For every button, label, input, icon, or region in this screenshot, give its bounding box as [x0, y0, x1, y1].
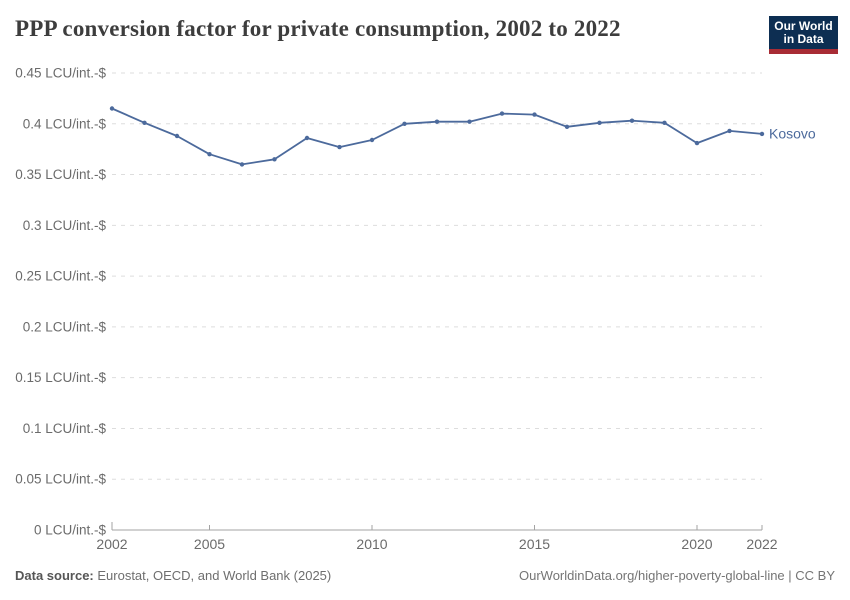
y-tick-label: 0.35 LCU/int.-$ [15, 167, 106, 182]
x-tick-label: 2002 [96, 536, 127, 552]
x-tick-label: 2010 [356, 536, 387, 552]
data-source-label: Data source: [15, 568, 94, 583]
y-tick-label: 0.25 LCU/int.-$ [15, 269, 106, 284]
data-point-marker [369, 137, 375, 143]
license-note: OurWorldinData.org/higher-poverty-global… [519, 568, 835, 583]
series-point-markers [109, 106, 765, 167]
data-point-marker [142, 120, 147, 126]
y-gridlines [112, 72, 762, 531]
y-tick-label: 0.4 LCU/int.-$ [23, 116, 107, 131]
y-tick-label: 0.45 LCU/int.-$ [15, 66, 106, 81]
x-tick-label: 2015 [519, 536, 550, 552]
data-point-marker [564, 124, 570, 129]
data-point-marker [207, 152, 212, 157]
data-point-marker [662, 120, 667, 126]
y-tick-label: 0.15 LCU/int.-$ [15, 370, 106, 385]
data-point-marker [239, 162, 245, 167]
x-tick-label: 2005 [194, 536, 225, 552]
data-point-marker [272, 157, 277, 162]
owid-logo-text-line1: Our World [774, 19, 833, 33]
data-source-note: Data source: Eurostat, OECD, and World B… [15, 568, 331, 583]
x-tick-label: 2022 [746, 536, 777, 552]
data-point-marker [402, 121, 407, 127]
line-chart-canvas: 0 LCU/int.-$ 0.05 LCU/int.-$ 0.1 LCU/int.-… [15, 66, 816, 553]
data-point-marker [467, 119, 472, 124]
data-point-marker [174, 133, 180, 139]
x-axis: 2002 2005 2010 2015 2020 2022 [96, 522, 778, 552]
y-tick-label: 0 LCU/int.-$ [34, 523, 107, 538]
owid-logo-text-line2: in Data [783, 32, 824, 46]
data-source-value: Eurostat, OECD, and World Bank (2025) [93, 568, 332, 583]
data-point-marker [694, 140, 700, 146]
y-tick-label: 0.2 LCU/int.-$ [23, 319, 107, 334]
y-tick-label: 0.05 LCU/int.-$ [15, 472, 106, 487]
x-tick-label: 2020 [681, 536, 712, 552]
data-point-marker [597, 120, 602, 126]
owid-logo: Our World in Data [769, 16, 838, 54]
data-point-marker [434, 119, 440, 124]
data-point-marker [109, 106, 115, 111]
y-tick-label: 0.1 LCU/int.-$ [23, 421, 107, 436]
data-point-marker [759, 131, 765, 137]
data-point-marker [532, 112, 537, 117]
data-point-marker [727, 128, 732, 134]
data-point-marker [337, 144, 342, 150]
data-point-marker [304, 135, 310, 141]
data-point-marker [499, 111, 505, 116]
y-axis-tick-labels: 0 LCU/int.-$ 0.05 LCU/int.-$ 0.1 LCU/int.-… [15, 66, 106, 538]
chart-title: PPP conversion factor for private consum… [15, 16, 621, 41]
series-entity-label: Kosovo [769, 125, 816, 141]
chart-footer: Data source: Eurostat, OECD, and World B… [0, 568, 850, 583]
data-point-marker [629, 118, 635, 123]
y-tick-label: 0.3 LCU/int.-$ [23, 218, 107, 233]
